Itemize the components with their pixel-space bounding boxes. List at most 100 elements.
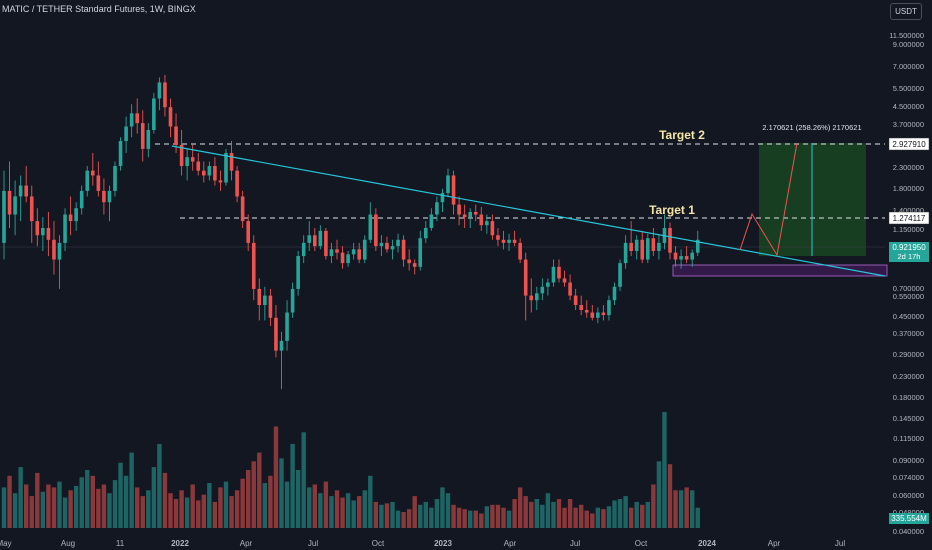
volume-bar	[362, 490, 367, 528]
volume-bar	[562, 507, 567, 528]
volume-bar	[112, 480, 118, 528]
volume-bar	[490, 504, 495, 528]
volume-bar	[651, 484, 656, 528]
volume-bar	[1, 487, 7, 528]
candle-body	[490, 221, 495, 236]
volume-bar	[173, 499, 179, 528]
candle-body	[573, 295, 578, 306]
target1-price-badge: 1.274117	[888, 211, 930, 225]
volume-bar	[590, 513, 595, 528]
time-tick: Jul	[570, 539, 580, 548]
volume-bar	[534, 499, 539, 528]
candle-body	[629, 242, 633, 251]
volume-bar	[101, 484, 107, 528]
candle-body	[301, 242, 306, 257]
target2-price-badge: 2.927910	[888, 137, 930, 151]
volume-bar	[479, 513, 484, 528]
candle-body	[501, 239, 506, 243]
candle-body	[185, 157, 189, 167]
volume-bar	[157, 443, 162, 528]
candle-body	[385, 242, 389, 250]
volume-bar	[229, 496, 234, 528]
volume-bar	[284, 481, 290, 528]
price-tick: 0.115000	[893, 434, 924, 443]
time-tick: Jul	[308, 539, 318, 548]
candle-body	[285, 312, 289, 341]
volume-bar	[12, 493, 18, 528]
time-tick: Jul	[835, 539, 845, 548]
candle-body	[279, 340, 284, 351]
candle-body	[140, 123, 145, 149]
candle-body	[512, 239, 517, 243]
volume-bar	[667, 464, 673, 528]
volume-bar	[334, 490, 340, 528]
volume-bar	[318, 493, 323, 528]
price-tick: 0.145000	[893, 414, 924, 423]
candle-body	[412, 263, 417, 267]
volume-bar	[695, 507, 700, 528]
candle-body	[202, 170, 206, 176]
time-tick: Apr	[504, 539, 517, 548]
volume-bar	[523, 496, 528, 528]
candle-body	[135, 113, 139, 124]
volume-bar	[123, 475, 129, 528]
candle-body	[668, 228, 672, 253]
price-tick: 0.090000	[893, 456, 924, 465]
volume-bar	[240, 478, 245, 528]
volume-bar	[279, 458, 284, 528]
volume-bar	[567, 499, 573, 528]
price-tick: 9.000000	[893, 40, 924, 49]
volume-bar	[262, 483, 268, 528]
candle-body	[124, 126, 128, 142]
currency-selector[interactable]: USDT	[890, 3, 922, 20]
volume-bar	[323, 481, 329, 528]
volume-bar	[390, 501, 395, 528]
candle-body	[113, 166, 117, 191]
candle-body	[102, 190, 106, 203]
candle-body	[357, 249, 361, 260]
candle-body	[546, 282, 550, 287]
candle-body	[7, 190, 12, 215]
volume-bar	[129, 452, 134, 528]
volume-bar	[612, 500, 617, 528]
time-tick: 2024	[698, 539, 716, 548]
volume-bar	[579, 504, 584, 528]
volume-bar	[96, 488, 101, 528]
volume-bar	[46, 484, 51, 528]
volume-bar	[451, 504, 456, 528]
volume-bar	[312, 484, 317, 528]
candle-body	[446, 175, 450, 194]
candle-body	[335, 249, 339, 253]
candle-body	[218, 180, 223, 183]
volume-bar	[395, 510, 401, 528]
volume-bar	[35, 472, 40, 528]
candle-body	[85, 170, 90, 191]
time-axis[interactable]: May Aug 11 2022 Apr Jul Oct 2023 Apr Jul Oct 2024 Ap…	[0, 539, 845, 548]
volume-bar	[301, 432, 306, 528]
svg-text:2d 17h: 2d 17h	[898, 252, 921, 261]
volume-bar	[584, 510, 589, 528]
price-tick: 1.800000	[893, 184, 924, 193]
volume-bar	[462, 509, 467, 528]
price-tick: 7.000000	[893, 62, 924, 71]
price-tick: 2.300000	[893, 163, 924, 172]
candle-body	[473, 211, 478, 215]
candle-body	[401, 239, 406, 260]
chart-title: MATIC / TETHER Standard Futures, 1W, BIN…	[2, 4, 196, 14]
candle-body	[41, 228, 45, 236]
trendline[interactable]	[171, 145, 886, 277]
candle-body	[257, 288, 262, 306]
volume-bar	[146, 490, 151, 528]
candle-body	[179, 144, 184, 167]
candles	[2, 75, 700, 390]
volume-bar	[329, 496, 334, 528]
volume-bar	[190, 484, 195, 528]
candle-body	[646, 238, 650, 260]
candle-body	[329, 249, 334, 257]
volume-bar	[678, 490, 684, 528]
volume-bar	[640, 504, 645, 528]
candle-body	[579, 305, 583, 310]
volume-bar	[7, 475, 12, 528]
